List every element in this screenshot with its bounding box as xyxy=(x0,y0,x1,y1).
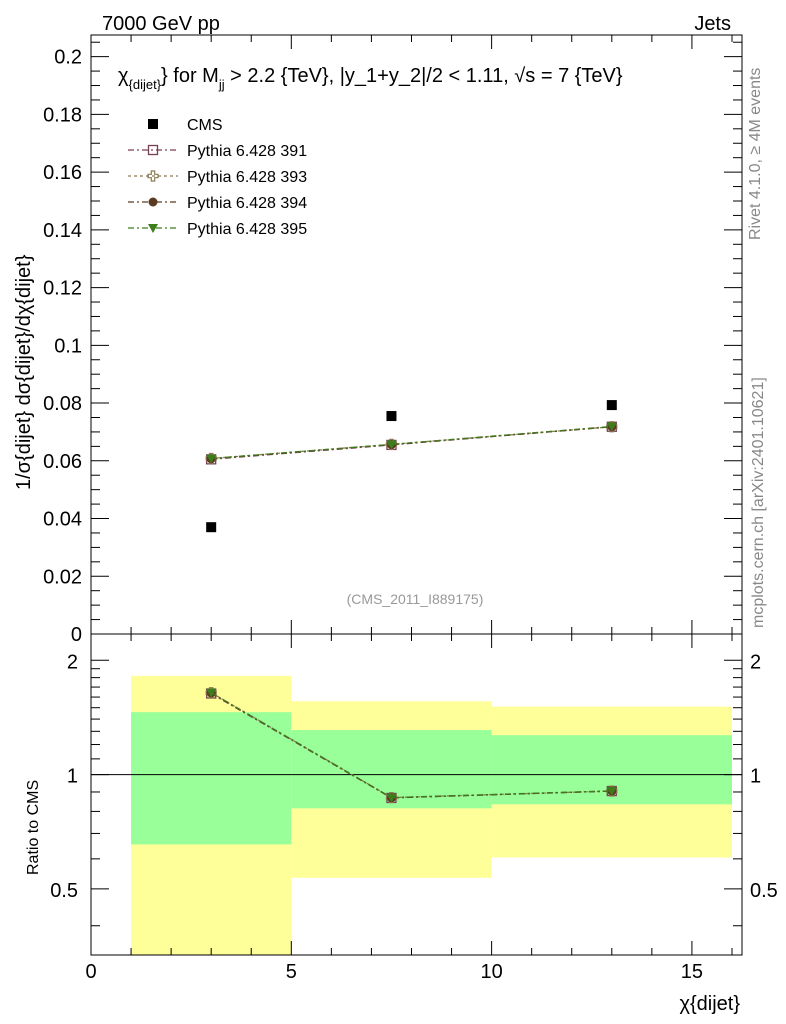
legend-label-3: Pythia 6.428 395 xyxy=(187,221,307,238)
legend-label-0: Pythia 6.428 391 xyxy=(187,143,307,160)
axis-ticks: 0 5 10 15 0 0.02 0.04 0.06 0.08 0.1 0.12 0.14 0.16 0.… xyxy=(43,35,778,983)
rivet-label: Rivet 4.1.0, ≥ 4M events xyxy=(747,68,764,240)
series-point-ratio xyxy=(206,688,217,698)
y-tick-label-ratio: 1 xyxy=(67,766,78,788)
series-point-ratio xyxy=(606,786,617,796)
analysis-watermark: (CMS_2011_I889175) xyxy=(347,591,484,607)
band-inner-0 xyxy=(131,712,292,845)
y-tick-label-main: 0 xyxy=(71,624,82,646)
legend-label-cms: CMS xyxy=(187,117,223,134)
y-tick-label-main: 0.18 xyxy=(43,104,82,126)
legend-label-2: Pythia 6.428 394 xyxy=(187,195,307,212)
y-tick-label-ratio-right: 1 xyxy=(750,766,761,788)
series-point-main xyxy=(386,440,397,450)
y-tick-label-main: 0.14 xyxy=(43,220,82,242)
x-axis-label: χ{dijet} xyxy=(679,993,740,1015)
series-group xyxy=(205,400,618,804)
x-tick-label: 0 xyxy=(85,961,96,983)
legend-marker-3 xyxy=(148,224,158,233)
header-left: 7000 GeV pp xyxy=(102,13,220,35)
y-tick-label-main: 0.08 xyxy=(43,393,82,415)
y-tick-label-main: 0.1 xyxy=(54,335,82,357)
legend-marker-1 xyxy=(147,170,159,182)
y-tick-label-main: 0.04 xyxy=(43,509,82,531)
cms-data-point xyxy=(386,411,397,422)
y-axis-label-main: 1/σ{dijet} dσ{dijet}/dχ{dijet} xyxy=(13,254,35,490)
header-right: Jets xyxy=(694,13,731,35)
legend-marker-2 xyxy=(148,197,158,207)
y-tick-label-ratio: 0.5 xyxy=(50,880,78,902)
y-tick-label-main: 0.16 xyxy=(43,162,82,184)
ratio-bands xyxy=(91,675,742,955)
y-tick-label-ratio-right: 2 xyxy=(750,651,761,673)
y-tick-label-ratio: 2 xyxy=(67,651,78,673)
series-point-main xyxy=(206,454,217,464)
cms-data-point xyxy=(206,522,217,533)
x-tick-label: 15 xyxy=(681,961,703,983)
series-point-ratio xyxy=(386,793,397,803)
y-tick-label-main: 0.12 xyxy=(43,278,82,300)
y-tick-label-main: 0.02 xyxy=(43,566,82,588)
ratio-frame xyxy=(90,633,743,956)
mcplots-label: mcplots.cern.ch [arXiv:2401.10621] xyxy=(750,377,767,628)
y-axis-label-ratio: Ratio to CMS xyxy=(25,780,42,875)
legend: CMS Pythia 6.428 391 Pythia 6.428 393 Pythi… xyxy=(128,117,307,238)
series-line-main-3 xyxy=(211,425,612,460)
series-line-ratio-3 xyxy=(210,692,612,799)
legend-marker-cms xyxy=(148,119,158,129)
x-tick-label: 10 xyxy=(480,961,502,983)
plot-title: χ{dijet}} for Mjj > 2.2 {TeV}, |y_1+y_2|… xyxy=(118,65,623,92)
legend-marker-0 xyxy=(147,144,159,156)
series-point-main xyxy=(606,422,617,432)
cms-data-point xyxy=(606,400,617,411)
y-tick-label-main: 0.06 xyxy=(43,451,82,473)
y-tick-label-main: 0.2 xyxy=(54,47,82,69)
legend-label-1: Pythia 6.428 393 xyxy=(187,169,307,186)
x-tick-label: 5 xyxy=(286,961,297,983)
y-tick-label-ratio-right: 0.5 xyxy=(750,880,778,902)
